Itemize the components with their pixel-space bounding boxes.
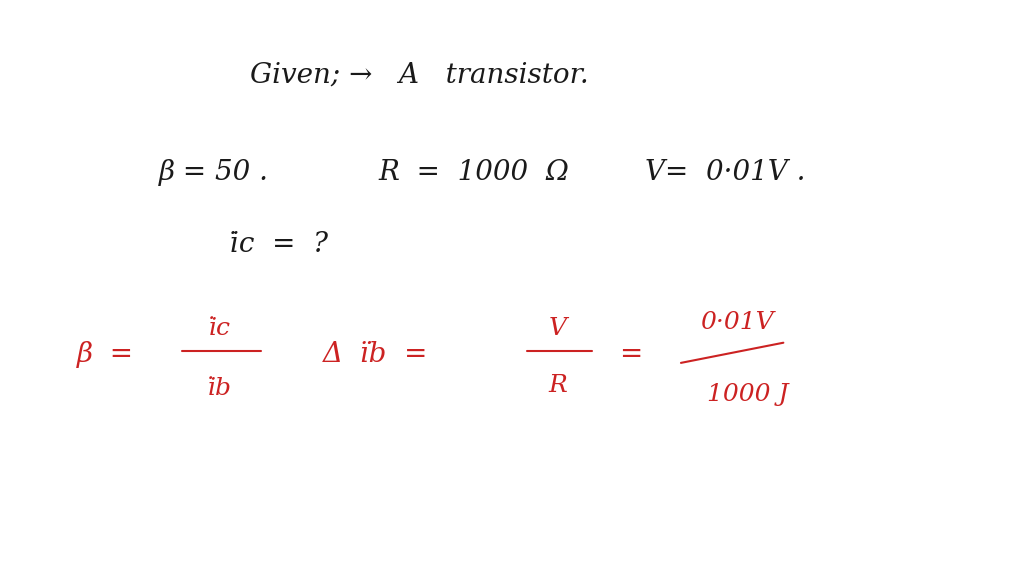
- Text: 1000 J: 1000 J: [707, 383, 788, 406]
- Text: i̇c: i̇c: [209, 317, 231, 340]
- Text: 0·01V: 0·01V: [700, 311, 774, 334]
- Text: β  =: β =: [77, 341, 134, 367]
- Text: R: R: [549, 374, 567, 397]
- Text: R  =  1000  Ω: R = 1000 Ω: [379, 160, 569, 186]
- Text: Given; →   A   transistor.: Given; → A transistor.: [251, 62, 589, 88]
- Text: β = 50 .: β = 50 .: [159, 160, 268, 186]
- Text: V: V: [549, 317, 567, 340]
- Text: i̇c  =  ?: i̇c = ?: [230, 232, 329, 258]
- Text: i̇b: i̇b: [208, 377, 232, 400]
- Text: Δ  їb  =: Δ їb =: [323, 341, 428, 367]
- Text: =: =: [620, 341, 643, 367]
- Text: V=  0·01V .: V= 0·01V .: [645, 160, 806, 186]
